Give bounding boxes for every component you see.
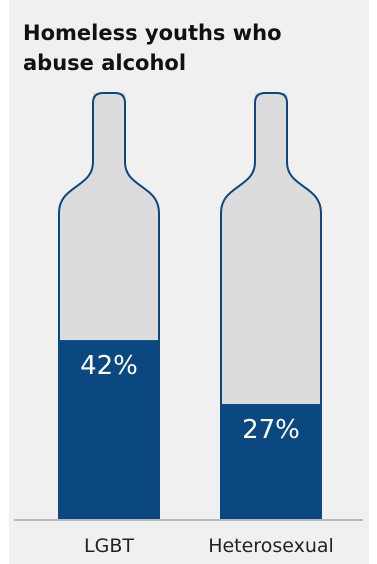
bottle-heterosexual: 27% Heterosexual xyxy=(208,92,334,557)
data-label-heterosexual: 27% xyxy=(242,415,300,445)
bottle-lgbt: 42% LGBT xyxy=(58,92,160,557)
category-label-lgbt: LGBT xyxy=(84,535,134,557)
bottle-outline-heterosexual xyxy=(220,92,322,519)
chart-title: Homeless youths who abuse alcohol xyxy=(23,21,282,75)
bar-heterosexual xyxy=(221,403,321,519)
category-label-heterosexual: Heterosexual xyxy=(208,535,334,557)
bar-lgbt xyxy=(59,340,159,519)
data-label-lgbt: 42% xyxy=(80,351,138,381)
bottle-outline-lgbt xyxy=(58,92,160,519)
